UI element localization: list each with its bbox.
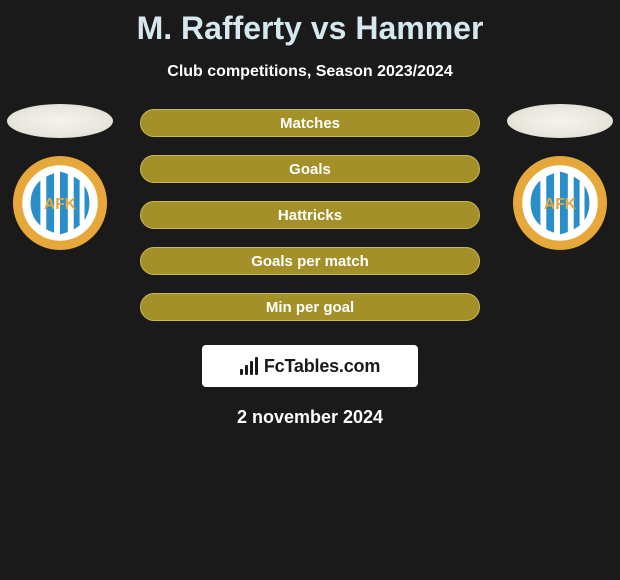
stat-bar-hattricks: Hattricks [140,201,480,229]
player-left-avatar [7,104,113,138]
comparison-chart: AFK AFK Matches Goals Hattricks Goals pe… [0,109,620,321]
player-right-column: AFK [500,104,620,252]
footer-logo-text: FcTables.com [264,356,380,377]
player-left-column: AFK [0,104,120,252]
footer-logo: FcTables.com [202,345,418,387]
stat-bar-goals: Goals [140,155,480,183]
stat-bars: Matches Goals Hattricks Goals per match … [140,109,480,321]
svg-text:AFK: AFK [544,196,577,213]
subtitle: Club competitions, Season 2023/2024 [0,63,620,81]
stat-bar-min-per-goal: Min per goal [140,293,480,321]
page-title: M. Rafferty vs Hammer [0,0,620,47]
svg-text:AFK: AFK [44,196,77,213]
player-right-avatar [507,104,613,138]
player-right-club-badge: AFK [511,154,609,252]
date-label: 2 november 2024 [0,407,620,428]
stat-bar-goals-per-match: Goals per match [140,247,480,275]
player-left-club-badge: AFK [11,154,109,252]
stat-bar-matches: Matches [140,109,480,137]
bar-chart-icon [240,357,258,375]
